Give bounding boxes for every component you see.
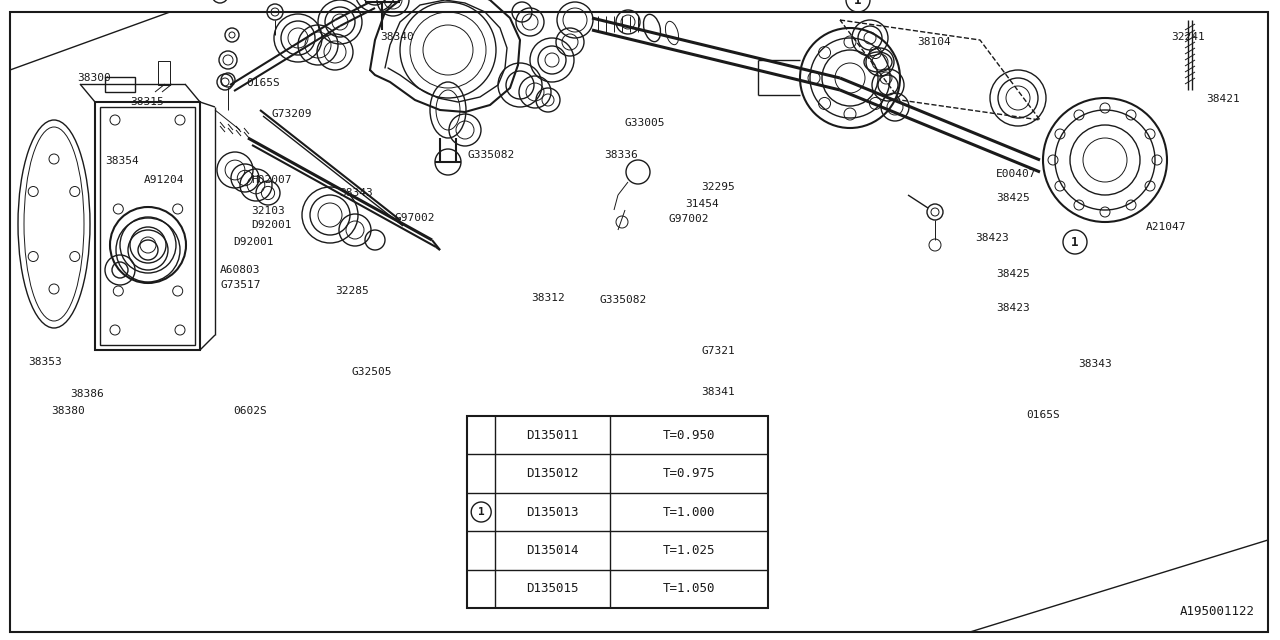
- Text: H02007: H02007: [251, 175, 292, 186]
- Bar: [105, 77, 134, 92]
- Text: 0165S: 0165S: [246, 78, 279, 88]
- Text: 31454: 31454: [685, 198, 718, 209]
- Text: 38104: 38104: [918, 36, 951, 47]
- Text: 38300: 38300: [77, 73, 110, 83]
- Text: 0165S: 0165S: [1027, 410, 1060, 420]
- Text: 38354: 38354: [105, 156, 138, 166]
- Text: 38343: 38343: [1078, 358, 1111, 369]
- Text: A21047: A21047: [1146, 222, 1187, 232]
- Text: G335082: G335082: [599, 294, 646, 305]
- Text: D135012: D135012: [526, 467, 579, 480]
- Text: D135011: D135011: [526, 429, 579, 442]
- Text: D92001: D92001: [251, 220, 292, 230]
- Text: 38425: 38425: [996, 193, 1029, 204]
- Text: 38423: 38423: [975, 233, 1009, 243]
- Text: T=1.025: T=1.025: [663, 544, 716, 557]
- Text: 38340: 38340: [380, 32, 413, 42]
- Text: 1: 1: [1071, 236, 1079, 248]
- Text: T=1.000: T=1.000: [663, 506, 716, 518]
- Text: A60803: A60803: [220, 265, 261, 275]
- Bar: [467, 416, 768, 608]
- Text: 1: 1: [477, 507, 485, 517]
- Text: 38353: 38353: [28, 356, 61, 367]
- Text: 38423: 38423: [996, 303, 1029, 314]
- Text: 32295: 32295: [701, 182, 735, 192]
- Text: 38386: 38386: [70, 388, 104, 399]
- Text: 38343: 38343: [339, 188, 372, 198]
- Text: G73517: G73517: [220, 280, 261, 290]
- Text: D92001: D92001: [233, 237, 274, 247]
- Text: G33005: G33005: [625, 118, 666, 128]
- Text: G97002: G97002: [394, 212, 435, 223]
- Text: G97002: G97002: [668, 214, 709, 224]
- Text: D135015: D135015: [526, 582, 579, 595]
- Bar: [100, 107, 195, 345]
- Text: T=0.950: T=0.950: [663, 429, 716, 442]
- Text: 1: 1: [854, 0, 861, 6]
- Text: D135014: D135014: [526, 544, 579, 557]
- Text: G32505: G32505: [352, 367, 393, 378]
- Bar: [95, 102, 200, 350]
- Text: E00407: E00407: [996, 169, 1037, 179]
- Text: G335082: G335082: [467, 150, 515, 160]
- Text: 38315: 38315: [131, 97, 164, 108]
- Text: T=1.050: T=1.050: [663, 582, 716, 595]
- Text: D135013: D135013: [526, 506, 579, 518]
- Text: 32285: 32285: [335, 286, 369, 296]
- Text: 38341: 38341: [701, 387, 735, 397]
- Text: 32241: 32241: [1171, 32, 1204, 42]
- Text: 0602S: 0602S: [233, 406, 266, 416]
- Text: 38425: 38425: [996, 269, 1029, 279]
- Text: 38421: 38421: [1206, 94, 1239, 104]
- Text: 38336: 38336: [604, 150, 637, 160]
- Bar: [157, 61, 170, 85]
- Text: G73209: G73209: [271, 109, 312, 119]
- Text: A195001122: A195001122: [1180, 605, 1254, 618]
- Text: 38312: 38312: [531, 292, 564, 303]
- Text: A91204: A91204: [143, 175, 184, 186]
- Text: 32103: 32103: [251, 206, 284, 216]
- Text: T=0.975: T=0.975: [663, 467, 716, 480]
- Text: G7321: G7321: [701, 346, 735, 356]
- Text: 38380: 38380: [51, 406, 84, 416]
